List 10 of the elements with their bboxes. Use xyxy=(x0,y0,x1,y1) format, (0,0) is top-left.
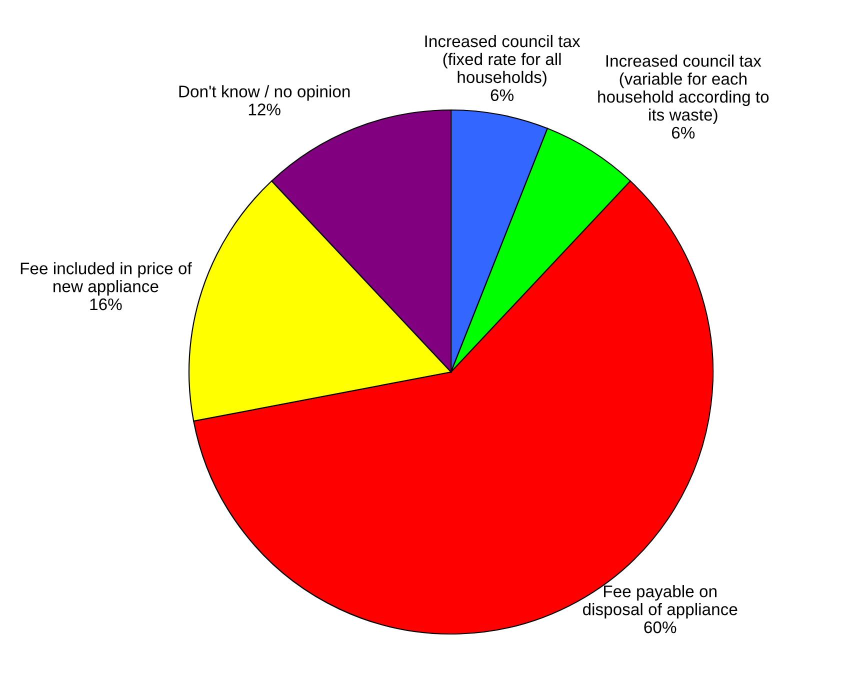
data-label: 60% xyxy=(644,621,676,634)
data-label: 6% xyxy=(490,89,514,102)
slice-label: Increased council tax (variable for each household according to its waste) xyxy=(598,54,769,124)
data-label: 12% xyxy=(248,104,280,116)
data-label: 16% xyxy=(90,298,122,310)
slice-label: Fee payable on disposal of appliance xyxy=(582,585,738,619)
slice-label: Fee included in price of new appliance xyxy=(20,262,192,296)
data-label: 6% xyxy=(672,126,695,139)
slice-label: Increased council tax (fixed rate for all households) xyxy=(425,34,580,86)
slice-label: Don't know / no opinion xyxy=(179,85,350,101)
